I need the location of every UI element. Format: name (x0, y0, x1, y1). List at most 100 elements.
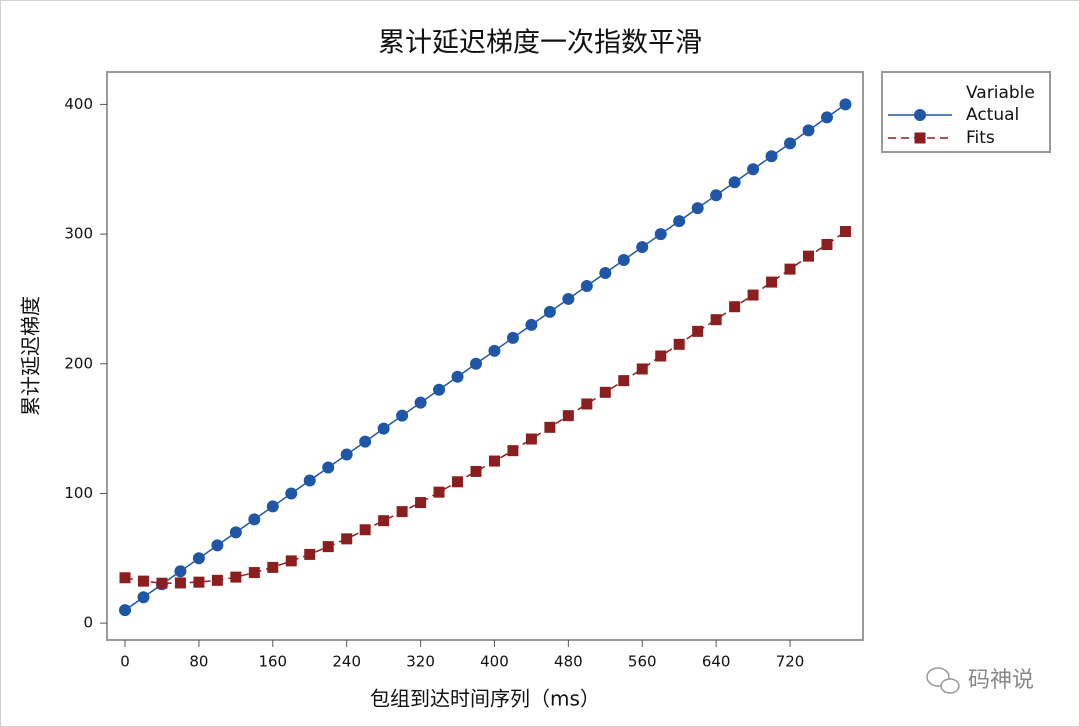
y-tick-label: 100 (64, 484, 93, 502)
data-point (820, 111, 833, 124)
data-point (673, 215, 686, 228)
data-point (766, 276, 778, 288)
data-point (341, 533, 353, 545)
legend-title: Variable (966, 83, 1035, 103)
data-point (506, 331, 519, 344)
data-point (119, 604, 132, 617)
data-point (452, 476, 464, 488)
x-axis-label: 包组到达时间序列（ms） (370, 687, 600, 711)
data-point (710, 189, 723, 202)
data-point (599, 267, 612, 280)
data-point (802, 124, 815, 137)
data-point (729, 301, 741, 313)
data-point (525, 433, 537, 445)
data-point (174, 577, 186, 589)
data-point (229, 526, 242, 539)
data-point (340, 448, 353, 461)
data-point (211, 574, 223, 586)
data-point (581, 398, 593, 410)
data-point (617, 254, 630, 267)
data-point (488, 344, 501, 357)
x-tick-label: 720 (776, 653, 805, 671)
data-point (562, 410, 574, 422)
legend-label: Fits (966, 128, 995, 148)
data-point (636, 241, 649, 254)
watermark: 码神说 (968, 668, 1034, 693)
data-point (525, 318, 538, 331)
x-tick-label: 640 (702, 653, 731, 671)
data-point (433, 383, 446, 396)
data-point (618, 375, 630, 387)
plot-frame (106, 71, 864, 641)
x-tick-label: 160 (258, 653, 287, 671)
data-point (507, 445, 519, 457)
data-point (377, 422, 390, 435)
data-point (728, 176, 741, 189)
series-line (124, 230, 846, 584)
data-point (599, 386, 611, 398)
data-point (267, 561, 279, 573)
data-point (765, 150, 778, 163)
data-point (359, 524, 371, 536)
data-point (322, 461, 335, 474)
data-point (193, 576, 205, 588)
data-point (784, 137, 797, 150)
legend-marker (914, 132, 926, 144)
data-point (839, 226, 851, 238)
data-point (433, 486, 445, 498)
data-point (580, 279, 593, 292)
data-point (415, 497, 427, 509)
data-point (285, 555, 297, 567)
data-point (230, 571, 242, 583)
data-point (285, 487, 298, 500)
x-tick-label: 80 (189, 653, 208, 671)
watermark-icon (926, 667, 960, 694)
x-tick-label: 0 (120, 653, 130, 671)
data-point (119, 572, 131, 584)
y-tick-label: 300 (64, 225, 93, 243)
y-tick-label: 400 (64, 95, 93, 113)
y-tick-label: 0 (83, 614, 93, 632)
data-point (137, 591, 150, 604)
data-point (562, 292, 575, 305)
data-point (673, 338, 685, 350)
data-point (303, 474, 316, 487)
data-point (470, 465, 482, 477)
data-point (359, 435, 372, 448)
x-tick-label: 560 (628, 653, 657, 671)
data-point (248, 567, 260, 579)
x-tick-label: 240 (332, 653, 361, 671)
data-point (488, 455, 500, 467)
data-point (378, 515, 390, 527)
chart-title: 累计延迟梯度一次指数平滑 (378, 28, 702, 59)
data-point (710, 314, 722, 326)
data-point (469, 357, 482, 370)
y-tick-label: 200 (64, 354, 93, 372)
data-point (414, 396, 427, 409)
y-axis-label: 累计延迟梯度 (19, 296, 43, 416)
legend-marker (914, 109, 926, 121)
data-point (543, 305, 556, 318)
x-tick-label: 320 (406, 653, 435, 671)
data-point (211, 539, 224, 552)
data-point (691, 202, 704, 215)
data-point (156, 577, 168, 589)
data-point (248, 513, 261, 526)
legend-box (881, 71, 1051, 153)
data-point (396, 409, 409, 422)
data-point (137, 575, 149, 587)
data-point (544, 421, 556, 433)
x-tick-label: 400 (480, 653, 509, 671)
data-point (636, 363, 648, 375)
data-point (839, 98, 852, 111)
data-point (304, 548, 316, 560)
data-point (784, 263, 796, 275)
data-point (692, 325, 704, 337)
data-point (747, 289, 759, 301)
legend-label: Actual (966, 105, 1019, 125)
data-point (821, 238, 833, 250)
data-point (174, 565, 187, 578)
data-point (192, 552, 205, 565)
data-point (322, 541, 334, 553)
data-point (803, 250, 815, 262)
